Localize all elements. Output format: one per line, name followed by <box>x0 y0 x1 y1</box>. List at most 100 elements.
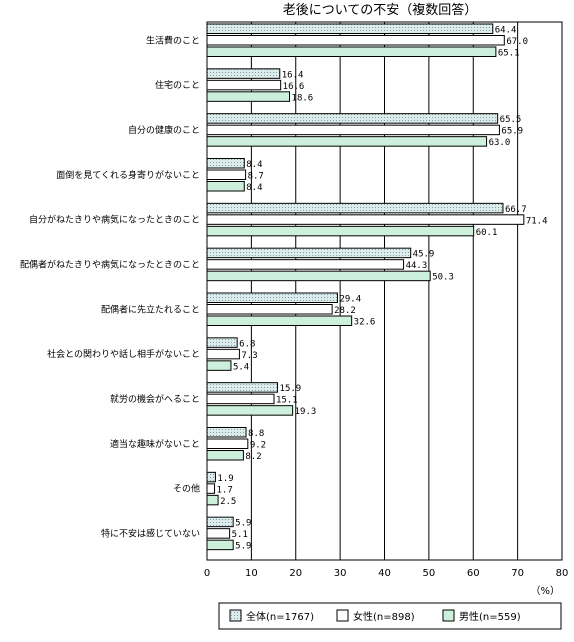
bar-series-0 <box>206 337 238 348</box>
x-tick-label: 20 <box>289 568 302 579</box>
legend-label: 全体(n=1767) <box>246 610 314 623</box>
value-label: 2.5 <box>220 497 236 507</box>
category-label: 生活費のこと <box>146 34 200 46</box>
bar-series-2 <box>206 181 245 192</box>
bars: 64.467.065.116.416.618.665.565.963.08.48… <box>206 23 548 552</box>
category-label: 自分がねたきりや病気になったときのこと <box>29 214 200 226</box>
bar-series-0 <box>206 382 279 393</box>
bar-series-0 <box>206 68 281 79</box>
value-label: 65.5 <box>500 115 522 125</box>
chart-title: 老後についての不安（複数回答） <box>283 2 478 18</box>
category-labels: 生活費のこと住宅のこと自分の健康のこと面倒を見てくれる身寄りがないこと自分がねた… <box>20 34 200 539</box>
category-label: 適当な趣味がないこと <box>110 438 200 450</box>
legend-swatch <box>442 609 455 622</box>
value-label: 5.1 <box>232 530 248 540</box>
bar-series-1 <box>206 393 275 405</box>
value-label: 16.6 <box>283 82 305 92</box>
value-label: 8.2 <box>245 452 261 462</box>
value-label: 60.1 <box>476 228 498 238</box>
bar-series-2 <box>206 315 353 326</box>
value-label: 1.7 <box>217 485 233 495</box>
x-tick-label: 10 <box>245 568 258 579</box>
legend-label: 男性(n=559) <box>459 610 521 623</box>
bar-series-0 <box>206 247 412 259</box>
x-tick-label: 30 <box>334 568 347 579</box>
value-label: 18.6 <box>292 93 314 103</box>
value-label: 15.1 <box>276 396 298 406</box>
bar-series-2 <box>206 91 291 102</box>
value-label: 71.4 <box>526 216 548 226</box>
bar-series-1 <box>206 304 333 315</box>
value-label: 8.4 <box>246 160 262 170</box>
bar-series-2 <box>206 405 294 416</box>
category-label: 配偶者に先立たれること <box>101 303 200 315</box>
legend-swatch <box>336 609 349 622</box>
category-label: 面倒を見てくれる身寄りがないこと <box>56 169 200 181</box>
bar-series-2 <box>206 136 488 147</box>
bar-series-2 <box>206 270 431 282</box>
bar-series-2 <box>206 46 497 57</box>
bar-series-1 <box>206 79 282 91</box>
value-label: 44.3 <box>406 261 428 271</box>
bar-series-0 <box>206 23 494 34</box>
bar-series-1 <box>206 214 525 225</box>
x-axis-ticks: 0 10 20 30 40 50 60 70 80 <box>204 568 569 579</box>
bar-series-2 <box>206 539 234 551</box>
bar-series-0 <box>206 427 247 438</box>
value-label: 5.4 <box>233 362 249 372</box>
bar-series-0 <box>206 202 504 214</box>
value-label: 7.3 <box>241 351 257 361</box>
value-label: 32.6 <box>354 318 376 328</box>
bar-series-0 <box>206 471 216 483</box>
value-label: 16.4 <box>282 70 304 80</box>
value-label: 29.4 <box>339 295 361 305</box>
x-tick-label: 40 <box>378 568 391 579</box>
bar-series-0 <box>206 113 499 124</box>
bar-series-1 <box>206 348 240 360</box>
value-label: 28.2 <box>334 306 356 316</box>
category-label: 特に不安は感じていない <box>101 527 200 539</box>
x-tick-label: 60 <box>467 568 480 579</box>
legend-box <box>218 602 562 630</box>
bar-series-1 <box>206 35 505 46</box>
value-label: 5.9 <box>235 519 251 529</box>
category-label: 配偶者がねたきりや病気になったときのこと <box>20 258 200 270</box>
grid-lines <box>250 22 519 560</box>
x-tick-label: 80 <box>556 568 569 579</box>
bar-series-1 <box>206 169 247 180</box>
bar-series-1 <box>206 483 216 494</box>
value-label: 1.9 <box>217 474 233 484</box>
bar-series-1 <box>206 124 500 136</box>
bar-series-0 <box>206 158 245 169</box>
bar-series-2 <box>206 494 219 506</box>
x-tick-label: 50 <box>423 568 436 579</box>
value-label: 67.0 <box>506 37 528 47</box>
value-label: 5.9 <box>235 542 251 552</box>
value-label: 8.8 <box>248 429 264 439</box>
value-label: 65.1 <box>498 49 520 59</box>
value-label: 19.3 <box>295 407 317 417</box>
value-label: 65.9 <box>501 127 523 137</box>
category-label: 就労の機会がへること <box>110 393 200 405</box>
legend-swatch <box>229 609 242 622</box>
x-tick-label: 0 <box>204 568 210 579</box>
category-label: その他 <box>173 483 200 495</box>
category-label: 住宅のこと <box>155 79 200 91</box>
value-label: 64.4 <box>495 26 517 36</box>
category-label: 自分の健康のこと <box>128 124 200 136</box>
value-label: 8.4 <box>246 183 262 193</box>
value-label: 8.7 <box>248 172 264 182</box>
value-label: 6.8 <box>239 339 255 349</box>
bar-series-2 <box>206 225 475 237</box>
value-label: 50.3 <box>432 273 454 283</box>
bar-series-1 <box>206 528 231 539</box>
value-label: 66.7 <box>505 205 527 215</box>
bar-series-1 <box>206 259 405 270</box>
value-label: 45.9 <box>413 250 435 260</box>
value-label: 9.2 <box>250 441 266 451</box>
x-tick-label: 70 <box>511 568 524 579</box>
x-axis-unit: （%） <box>530 585 560 597</box>
value-label: 15.9 <box>280 384 302 394</box>
bar-series-1 <box>206 438 249 449</box>
